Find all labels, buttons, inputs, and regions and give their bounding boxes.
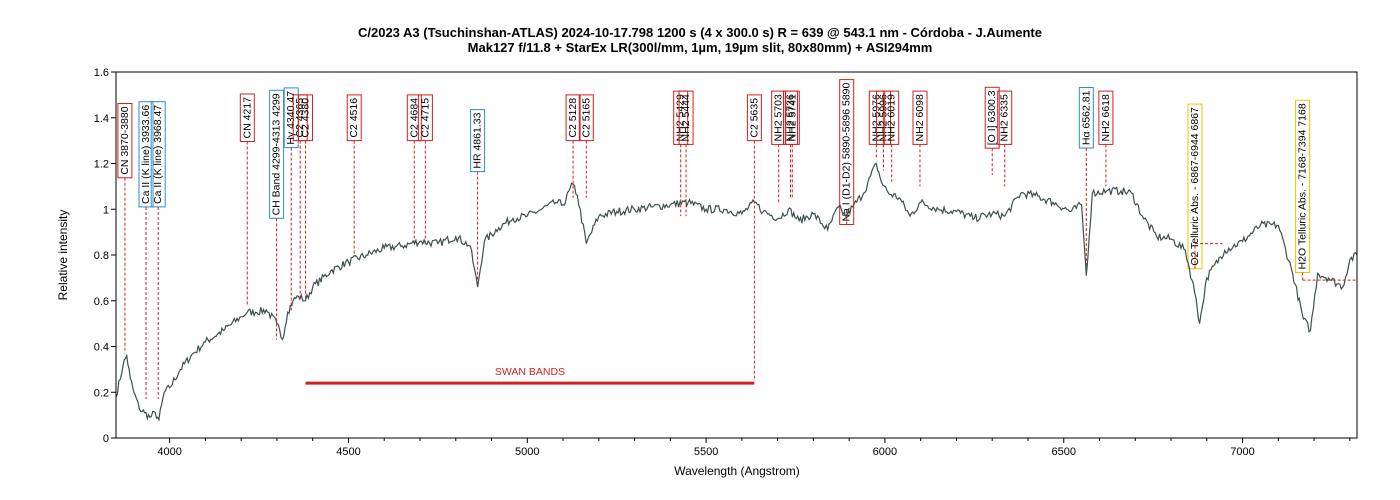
x-tick-label: 7000 [1230,446,1254,458]
annotation-28: NH2 6618 [1098,90,1114,187]
annotation-11: HR 4861.33 [470,109,486,288]
annotation-8: C2 4516 [346,94,362,255]
annotation-box [417,94,433,142]
annotation-box [470,109,486,173]
y-axis-label: Relative intensity [56,210,70,301]
annotation-10: C2 4715 [417,94,433,244]
annotation-box [1078,87,1094,149]
annotation-box [138,101,154,208]
annotation-label: Hα 6562.81 [1080,90,1092,145]
annotation-box [346,94,362,142]
y-tick-label: 0.2 [94,387,109,399]
annotation-box [1187,103,1203,270]
y-tick-label: 0.4 [94,342,109,354]
spectral-line-annotations: CN 3870-3880 Ca II (K line) 3933.66 Ca II … [117,79,1357,400]
swan-bands-marker: SWAN BANDS [305,366,755,385]
annotation-label: Na I (D1-D2) 5890-5896 5890 [841,82,853,221]
annotation-29: O2 Telluric Abs. - 6867-6944 6867 [1187,103,1223,270]
chart-subtitle: Mak127 f/11.8 + StarEx LR(300l/mm, 1µm, … [468,40,933,55]
y-tick-label: 1.2 [94,159,109,171]
x-tick-label: 6000 [873,446,897,458]
annotation-4: CH Band 4299-4313 4299 [269,89,285,340]
annotation-label: C2 4715 [419,98,431,138]
y-tick-label: 1.4 [94,113,109,125]
x-axis-label: Wavelength (Angstrom) [674,464,800,478]
annotation-30: H2O Telluric Abs. - 7168-7394 7168 [1295,99,1357,281]
annotation-label: NH2 6019 [886,94,898,141]
annotation-20: Na I (D1-D2) 5890-5896 5890 [839,79,855,225]
x-tick-label: 5500 [694,446,718,458]
annotation-box [406,94,422,142]
y-axis-ticks: 0 0.2 0.4 0.6 0.8 1 1.2 1.4 1.6 [94,67,116,445]
annotation-24: NH2 6098 [912,90,928,187]
annotation-3: CN 4217 [239,93,255,306]
annotation-label: Hγ 4340.47 [285,91,297,145]
annotation-label: C2 5165 [580,98,592,138]
annotation-5: Hγ 4340.47 [283,87,299,313]
annotation-19: NH2 5741 [784,90,800,198]
annotation-label: [O I] 6300.3 [986,90,998,145]
annotation-9: C2 4684 [406,94,422,244]
annotation-26: NH2 6335 [997,90,1013,187]
swan-bands-label: SWAN BANDS [495,366,565,378]
annotation-label: C2 5635 [748,98,760,138]
annotation-label: NH2 6098 [914,94,926,141]
annotation-25: [O I] 6300.3 [984,86,1000,175]
annotation-1: Ca II (K line) 3933.66 [138,101,154,400]
annotation-label: NH2 6618 [1100,94,1112,141]
annotation-0: CN 3870-3880 [117,103,133,354]
annotation-label: NH2 5741 [786,94,798,141]
annotation-label: CN 4217 [241,97,253,139]
y-tick-label: 1.6 [94,67,109,79]
annotation-label: NH2 5444 [680,94,692,141]
annotation-label: C2 4380 [300,98,312,138]
annotation-label: Ca II (K line) 3933.66 [140,105,152,204]
annotation-7: C2 4380 [298,94,313,301]
annotation-2: Ca II (K line) 3968.47 [150,101,166,400]
annotation-box [298,94,313,142]
annotation-27: Hα 6562.81 [1078,87,1094,276]
chart-title: C/2023 A3 (Tsuchinshan-ATLAS) 2024-10-17… [358,25,1042,40]
annotation-16: C2 5635 [746,94,762,381]
y-tick-label: 0 [103,433,109,445]
annotation-label: NH2 5703 [773,94,785,141]
annotation-label: CN 3870-3880 [119,106,131,174]
y-tick-label: 1 [103,204,109,216]
annotation-label: C2 4516 [348,98,360,138]
annotation-label: Ca II (K line) 3968.47 [152,105,164,204]
annotation-label: NH2 5996 [878,94,890,141]
x-tick-label: 4000 [157,446,181,458]
annotation-label: HR 4861.33 [472,112,484,168]
y-tick-label: 0.6 [94,296,109,308]
annotation-box [565,94,581,142]
annotation-box [150,101,166,208]
annotation-15: NH2 5444 [678,90,694,217]
annotation-label: O2 Telluric Abs. - 6867-6944 6867 [1189,107,1201,266]
annotation-label: H2O Telluric Abs. - 7168-7394 7168 [1297,103,1309,269]
annotation-label: NH2 5736 [785,94,797,141]
annotation-label: CH Band 4299-4313 4299 [271,93,283,215]
annotation-22: NH2 5996 [876,90,891,171]
annotation-box [746,94,762,142]
annotation-box [269,89,285,219]
x-tick-label: 4500 [336,446,360,458]
x-tick-label: 6500 [1051,446,1075,458]
annotation-label: C2 5128 [567,98,579,138]
spectrum-series-line [115,162,1358,422]
annotation-12: C2 5128 [565,94,581,198]
x-tick-label: 5000 [515,446,539,458]
annotation-23: NH2 6019 [884,90,900,182]
annotation-box [578,94,594,142]
annotation-label: NH2 5429 [675,94,687,141]
annotation-13: C2 5165 [578,94,594,198]
annotation-label: C2 4365 [294,98,306,138]
annotation-label: C2 4684 [408,98,420,138]
y-tick-label: 0.8 [94,250,109,262]
annotation-label: NH2 6335 [999,94,1011,141]
x-axis-ticks: 4000 4500 5000 5500 6000 6500 7000 [157,438,1351,458]
